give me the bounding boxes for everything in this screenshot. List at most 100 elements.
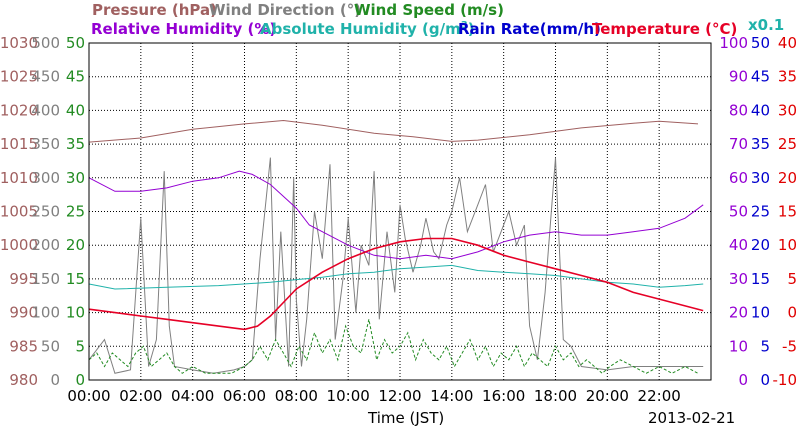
wind-direction-tick-label: 50 bbox=[41, 337, 60, 355]
wind-speed-m-s-line bbox=[88, 319, 699, 374]
x-tick-label: 08:00 bbox=[275, 387, 318, 405]
relative-humidity-tick-label: 30 bbox=[729, 270, 748, 288]
header-row-1: Pressure (hPa) Wind Direction (°) Wind S… bbox=[92, 1, 504, 19]
wind-speed-title: Wind Speed (m/s) bbox=[354, 1, 504, 19]
temperature-tick-label: 5 bbox=[787, 270, 797, 288]
temperature-tick-label: -10 bbox=[773, 371, 798, 389]
pressure-tick-label: 995 bbox=[9, 270, 38, 288]
pressure-tick-label: 980 bbox=[9, 371, 38, 389]
wind-speed-tick-label: 20 bbox=[66, 236, 85, 254]
relative-humidity-tick-label: 70 bbox=[729, 135, 748, 153]
absolute-humidity-g-m-line bbox=[88, 264, 704, 290]
rain-rate-tick-label: 35 bbox=[751, 135, 770, 153]
wind-direction-tick-label: 0 bbox=[50, 371, 60, 389]
pressure-tick-label: 990 bbox=[9, 304, 38, 322]
relative-humidity-tick-label: 100 bbox=[719, 34, 748, 52]
temperature-title: Temperature (°C) bbox=[592, 20, 737, 38]
absolute-humidity-title: Absolute Humidity (g/m3) bbox=[260, 20, 475, 38]
pressure-tick-label: 1020 bbox=[0, 101, 38, 119]
relative-humidity-line bbox=[88, 170, 704, 260]
temperature-tick-label: 15 bbox=[778, 203, 797, 221]
pressure-tick-label: 1000 bbox=[0, 236, 38, 254]
x-axis-label: Time (JST) bbox=[367, 409, 444, 427]
wind-speed-tick-label: 15 bbox=[66, 270, 85, 288]
rain-rate-tick-label: 30 bbox=[751, 169, 770, 187]
temperature-tick-label: -5 bbox=[782, 337, 797, 355]
absolute-humidity-title-tail: ) bbox=[468, 20, 475, 38]
plot-frame bbox=[88, 42, 712, 381]
rain-rate-tick-label: 50 bbox=[751, 34, 770, 52]
rain-rate-tick-label: 0 bbox=[760, 371, 770, 389]
rain-scale-label: x0.1 bbox=[748, 16, 784, 34]
rain-rate-tick-label: 40 bbox=[751, 101, 770, 119]
relative-humidity-tick-label: 50 bbox=[729, 203, 748, 221]
wind-direction-tick-label: 250 bbox=[31, 203, 60, 221]
pressure-tick-label: 1010 bbox=[0, 169, 38, 187]
wind-speed-tick-label: 25 bbox=[66, 203, 85, 221]
relative-humidity-tick-label: 80 bbox=[729, 101, 748, 119]
wind-direction-tick-label: 150 bbox=[31, 270, 60, 288]
rain-rate-tick-label: 5 bbox=[760, 337, 770, 355]
wind-direction-tick-label: 450 bbox=[31, 68, 60, 86]
wind-speed-tick-label: 5 bbox=[75, 337, 85, 355]
wind-direction-tick-label: 200 bbox=[31, 236, 60, 254]
temperature-tick-label: 0 bbox=[787, 304, 797, 322]
left-axes: 1030102510201015101010051000995990985980… bbox=[0, 34, 85, 389]
pressure-tick-label: 985 bbox=[9, 337, 38, 355]
x-tick-label: 18:00 bbox=[534, 387, 577, 405]
wind-direction-tick-label: 350 bbox=[31, 135, 60, 153]
rain-rate-title: Rain Rate(mm/h) bbox=[458, 20, 601, 38]
wind-direction-tick-label: 100 bbox=[31, 304, 60, 322]
temperature-tick-label: 30 bbox=[778, 101, 797, 119]
data-series bbox=[88, 119, 704, 381]
absolute-humidity-title-main: Absolute Humidity (g/m bbox=[260, 20, 461, 38]
rain-rate-tick-label: 20 bbox=[751, 236, 770, 254]
temperature-tick-label: 20 bbox=[778, 169, 797, 187]
temperature-tick-label: 35 bbox=[778, 68, 797, 86]
temperature-tick-label: 10 bbox=[778, 236, 797, 254]
temperature-tick-label: 40 bbox=[778, 34, 797, 52]
pressure-tick-label: 1030 bbox=[0, 34, 38, 52]
wind-speed-tick-label: 30 bbox=[66, 169, 85, 187]
wind-direction-line bbox=[88, 157, 704, 374]
x-tick-label: 16:00 bbox=[482, 387, 525, 405]
x-tick-label: 02:00 bbox=[119, 387, 162, 405]
rain-rate-tick-label: 45 bbox=[751, 68, 770, 86]
x-tick-label: 14:00 bbox=[430, 387, 473, 405]
pressure-tick-label: 1025 bbox=[0, 68, 38, 86]
wind-speed-tick-label: 35 bbox=[66, 135, 85, 153]
relative-humidity-tick-label: 10 bbox=[729, 337, 748, 355]
x-tick-label: 10:00 bbox=[327, 387, 370, 405]
pressure-tick-label: 1005 bbox=[0, 203, 38, 221]
x-tick-label: 00:00 bbox=[67, 387, 110, 405]
right-axes: 1009080706050403020100504540353025201510… bbox=[719, 34, 797, 389]
rain-rate-tick-label: 25 bbox=[751, 203, 770, 221]
header-row-2: Relative Humidity (%) Absolute Humidity … bbox=[91, 16, 784, 38]
wind-speed-tick-label: 40 bbox=[66, 101, 85, 119]
wind-direction-tick-label: 400 bbox=[31, 101, 60, 119]
x-tick-label: 20:00 bbox=[586, 387, 629, 405]
relative-humidity-title: Relative Humidity (%) bbox=[91, 20, 276, 38]
rain-rate-tick-label: 15 bbox=[751, 270, 770, 288]
wind-speed-tick-label: 10 bbox=[66, 304, 85, 322]
rain-rate-tick-label: 10 bbox=[751, 304, 770, 322]
pressure-title: Pressure (hPa) bbox=[92, 1, 217, 19]
relative-humidity-tick-label: 20 bbox=[729, 304, 748, 322]
x-axis: 00:00 02:00 04:00 06:00 08:00 10:00 12:00 14:00… bbox=[67, 387, 680, 405]
pressure-tick-label: 1015 bbox=[0, 135, 38, 153]
x-tick-label: 12:00 bbox=[378, 387, 421, 405]
wind-speed-tick-label: 45 bbox=[66, 68, 85, 86]
wind-direction-title: Wind Direction (°) bbox=[209, 1, 361, 19]
x-tick-label: 04:00 bbox=[171, 387, 214, 405]
wind-speed-tick-label: 50 bbox=[66, 34, 85, 52]
absolute-humidity-title-sup: 3 bbox=[461, 20, 468, 31]
wind-direction-tick-label: 500 bbox=[31, 34, 60, 52]
relative-humidity-tick-label: 90 bbox=[729, 68, 748, 86]
x-tick-label: 22:00 bbox=[638, 387, 681, 405]
relative-humidity-tick-label: 0 bbox=[738, 371, 748, 389]
x-tick-label: 06:00 bbox=[223, 387, 266, 405]
date-label: 2013-02-21 bbox=[648, 409, 735, 427]
wind-speed-tick-label: 0 bbox=[75, 371, 85, 389]
wind-direction-tick-label: 300 bbox=[31, 169, 60, 187]
